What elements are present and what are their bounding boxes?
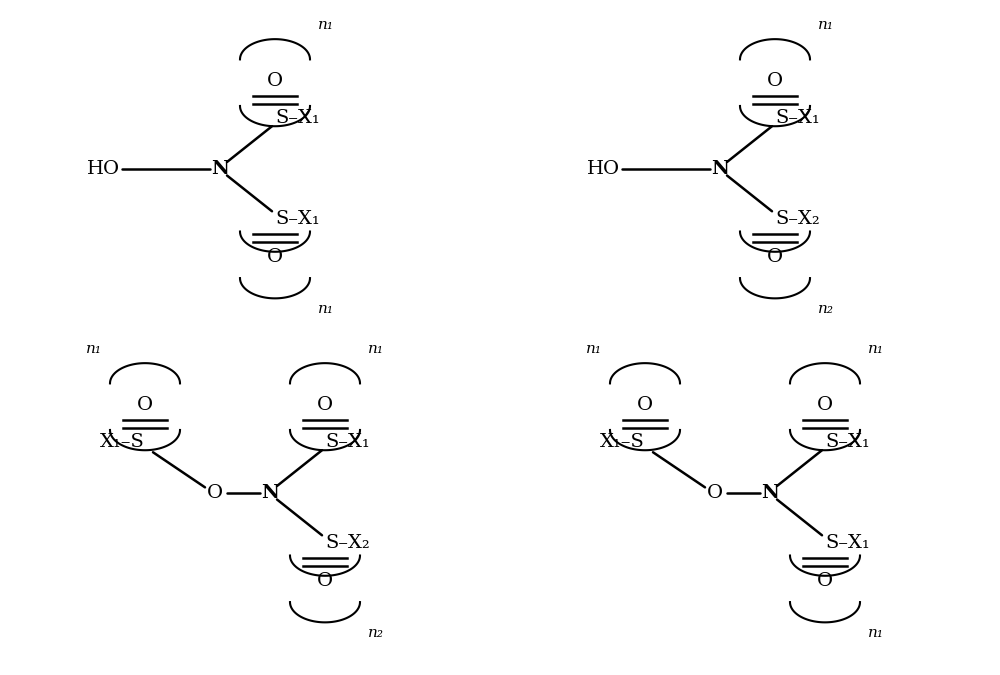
Text: O: O	[207, 484, 223, 502]
Text: n₁: n₁	[318, 18, 334, 32]
Text: O: O	[267, 248, 283, 265]
Text: HO: HO	[587, 160, 620, 178]
Text: S–X₂: S–X₂	[325, 535, 370, 552]
Text: S–X₁: S–X₁	[825, 535, 870, 552]
Text: n₂: n₂	[368, 626, 384, 640]
Text: X₁–S: X₁–S	[100, 433, 145, 451]
Text: O: O	[317, 396, 333, 414]
Text: S–X₂: S–X₂	[775, 211, 820, 228]
Text: O: O	[637, 396, 653, 414]
Text: n₁: n₁	[86, 342, 102, 356]
Text: O: O	[267, 72, 283, 90]
Text: S–X₁: S–X₁	[775, 109, 820, 127]
Text: O: O	[137, 396, 153, 414]
Text: O: O	[817, 396, 833, 414]
Text: O: O	[767, 248, 783, 265]
Text: N: N	[761, 484, 779, 502]
Text: O: O	[317, 572, 333, 589]
Text: n₂: n₂	[818, 302, 834, 316]
Text: n₁: n₁	[318, 302, 334, 316]
Text: N: N	[261, 484, 279, 502]
Text: n₁: n₁	[868, 342, 884, 356]
Text: n₁: n₁	[868, 626, 884, 640]
Text: O: O	[817, 572, 833, 589]
Text: N: N	[211, 160, 229, 178]
Text: n₁: n₁	[368, 342, 384, 356]
Text: n₁: n₁	[818, 18, 834, 32]
Text: S–X₁: S–X₁	[325, 433, 370, 451]
Text: S–X₁: S–X₁	[825, 433, 870, 451]
Text: S–X₁: S–X₁	[275, 109, 320, 127]
Text: S–X₁: S–X₁	[275, 211, 320, 228]
Text: O: O	[707, 484, 723, 502]
Text: n₁: n₁	[586, 342, 602, 356]
Text: O: O	[767, 72, 783, 90]
Text: HO: HO	[87, 160, 120, 178]
Text: N: N	[711, 160, 729, 178]
Text: X₁–S: X₁–S	[600, 433, 645, 451]
